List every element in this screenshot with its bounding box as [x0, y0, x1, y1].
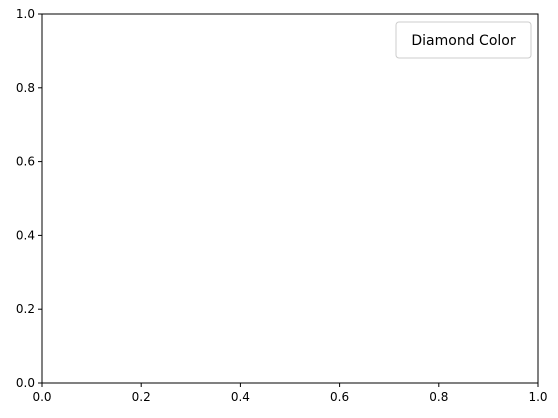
y-tick-label: 0.4	[16, 228, 35, 242]
y-tick-label: 0.2	[16, 302, 35, 316]
y-tick-label: 1.0	[16, 7, 35, 21]
legend: Diamond Color	[395, 21, 532, 59]
x-tick-label: 1.0	[528, 390, 547, 404]
x-tick-label: 0.6	[330, 390, 349, 404]
plot-area	[41, 13, 539, 384]
y-tick-label: 0.8	[16, 81, 35, 95]
legend-box	[395, 21, 532, 59]
x-tick-label: 0.4	[231, 390, 250, 404]
x-tick-label: 0.2	[132, 390, 151, 404]
x-tick-label: 0.0	[32, 390, 51, 404]
y-axis: 0.0 0.2 0.4 0.6 0.8 1.0	[16, 7, 42, 390]
y-tick-label: 0.6	[16, 155, 35, 169]
x-tick-label: 0.8	[429, 390, 448, 404]
y-tick-label: 0.0	[16, 376, 35, 390]
x-axis: 0.0 0.2 0.4 0.6 0.8 1.0	[32, 383, 548, 404]
legend-title: Diamond Color	[411, 33, 515, 49]
